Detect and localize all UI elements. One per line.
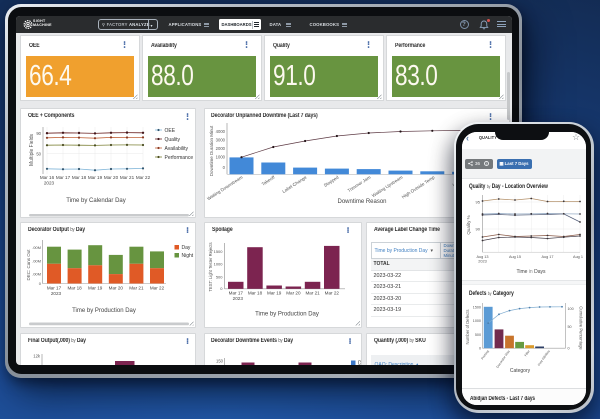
svg-text:Priming: Priming [480,349,490,360]
svg-text:TEST: Light Tester Rejects: TEST: Light Tester Rejects [208,242,213,291]
svg-text:Aug 1: Aug 1 [573,255,583,259]
svg-text:Availability: Availability [164,146,188,152]
svg-text:Cumulative Percentage: Cumulative Percentage [579,306,584,350]
svg-text:Mar 20: Mar 20 [108,285,123,290]
svg-text:1000: 1000 [214,261,224,266]
svg-text:12k: 12k [33,353,41,358]
svg-text:Mar 21: Mar 21 [119,175,134,180]
svg-text:Mar 18: Mar 18 [71,175,86,180]
svg-text:Night: Night [181,253,193,259]
svg-text:2023: 2023 [233,296,244,301]
svg-text:Mar 21: Mar 21 [129,285,144,290]
svg-text:Label Change: Label Change [281,174,308,194]
svg-text:Mar 21: Mar 21 [305,290,320,295]
svg-text:2023: 2023 [50,291,61,296]
svg-text:3000: 3000 [216,138,226,143]
svg-text:.00M: .00M [32,245,41,250]
svg-text:Performance: Performance [164,155,193,161]
svg-text:Mar 22: Mar 22 [325,290,340,295]
svg-text:Mar 19: Mar 19 [267,290,282,295]
svg-text:50: 50 [568,325,572,329]
svg-text:500: 500 [475,332,481,336]
svg-text:Quality %: Quality % [466,215,471,234]
svg-text:1000: 1000 [473,319,481,323]
svg-text:Number of Defects: Number of Defects [465,309,470,344]
svg-text:150: 150 [216,358,224,363]
svg-text:1500: 1500 [214,249,224,254]
svg-text:4000: 4000 [216,129,226,134]
svg-text:0: 0 [220,286,223,291]
svg-text:OEE: OEE [164,128,175,134]
svg-text:2023: 2023 [43,181,54,186]
svg-text:Mar 20: Mar 20 [103,175,118,180]
svg-text:Stopped: Stopped [323,174,340,188]
svg-text:Aug 17: Aug 17 [541,255,553,259]
svg-text:Day: Day [358,360,361,365]
svg-text:Time by Calendar Day: Time by Calendar Day [66,198,125,204]
svg-text:0: 0 [38,281,41,286]
svg-text:Takeoff: Takeoff [261,174,276,186]
svg-text:2023: 2023 [478,259,486,263]
svg-text:Mar 16: Mar 16 [39,175,54,180]
svg-text:90: 90 [36,131,41,136]
svg-text:Day: Day [181,245,190,251]
svg-text:Mar 18: Mar 18 [67,285,82,290]
svg-text:Waiting Upstream: Waiting Upstream [371,175,404,199]
svg-text:Mar 19: Mar 19 [88,285,103,290]
svg-text:Time by Production Day: Time by Production Day [72,308,136,314]
svg-text:Filler: Filler [524,348,532,357]
svg-text:Aug 15: Aug 15 [509,255,521,259]
svg-text:Quality: Quality [164,137,180,143]
svg-text:0: 0 [479,346,481,350]
svg-text:Decorator Wax: Decorator Wax [495,348,511,368]
svg-text:Mar 17: Mar 17 [46,285,61,290]
svg-text:Category: Category [510,368,531,374]
svg-text:95: 95 [476,199,481,204]
svg-text:Mar 20: Mar 20 [286,290,301,295]
svg-text:Trimmer Jam: Trimmer Jam [347,175,372,194]
svg-text:1000: 1000 [216,155,226,160]
svg-text:Mar 17: Mar 17 [229,290,244,295]
svg-text:High Outside Temp: High Outside Temp [401,174,436,199]
svg-text:Mar 19: Mar 19 [87,175,102,180]
svg-text:0: 0 [223,165,226,170]
svg-text:Post Fill/Rins: Post Fill/Rins [537,348,551,366]
svg-text:Mar 18: Mar 18 [248,290,263,295]
svg-text:100: 100 [568,307,574,311]
svg-text:2000: 2000 [216,146,226,151]
svg-text:Waiting Downstream: Waiting Downstream [206,175,244,202]
svg-text:Time in Days: Time in Days [516,269,546,275]
svg-text:Aug 13: Aug 13 [476,255,488,259]
svg-text:Downtime Reason: Downtime Reason [337,199,386,205]
svg-text:Mar 22: Mar 22 [135,175,150,180]
svg-text:90: 90 [476,226,481,231]
svg-text:Multiple Fields: Multiple Fields [29,134,35,166]
svg-text:Downtime Duration Minut: Downtime Duration Minut [209,125,214,176]
svg-text:DEC: Cans Out: DEC: Cans Out [26,248,31,280]
svg-text:50: 50 [36,152,41,157]
svg-text:Mar 22: Mar 22 [149,285,164,290]
svg-text:.00M: .00M [32,258,41,263]
svg-text:0: 0 [568,346,570,350]
svg-text:Time by Production Day: Time by Production Day [255,311,319,317]
svg-text:500: 500 [216,274,223,279]
svg-text:1500: 1500 [473,305,481,309]
svg-text:.00M: .00M [32,271,41,276]
svg-text:Mar 17: Mar 17 [55,175,70,180]
